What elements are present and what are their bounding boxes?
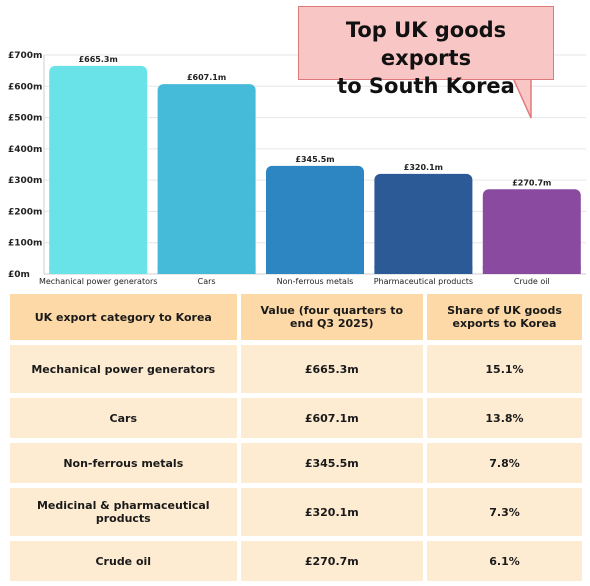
table-cell-category: Medicinal & pharmaceutical products [10, 488, 237, 536]
chart-title: Top UK goods exports to South Korea [298, 6, 554, 98]
x-tick-label: Mechanical power generators [39, 277, 158, 286]
table-cell-value: £320.1m [240, 488, 423, 536]
table-cell-category: Non-ferrous metals [10, 443, 237, 483]
bar [49, 65, 148, 274]
table-row: Non-ferrous metals £345.5m 7.8% [10, 443, 582, 483]
table-cell-value: £665.3m [240, 345, 423, 393]
x-tick-label: Non-ferrous metals [277, 277, 354, 286]
table-cell-share: 15.1% [427, 345, 582, 393]
bar-base [49, 266, 148, 274]
y-tick-label: £0m [8, 270, 30, 280]
table-row: Cars £607.1m 13.8% [10, 398, 582, 438]
table-cell-share: 6.1% [427, 541, 582, 581]
bar-value-label: £320.1m [404, 163, 443, 172]
y-tick-label: £100m [8, 239, 42, 249]
bar [482, 189, 581, 274]
bar-base [266, 266, 364, 274]
exports-table: UK export category to Korea Value (four … [6, 289, 586, 586]
chart-title-line-1: Top UK goods exports [345, 18, 507, 70]
table-cell-category: Cars [10, 398, 237, 438]
bar-base [374, 266, 473, 274]
table-header-value: Value (four quarters to end Q3 2025) [240, 294, 423, 340]
y-tick-label: £400m [8, 145, 42, 155]
bar [374, 173, 473, 274]
bar-value-label: £665.3m [79, 55, 118, 64]
y-tick-label: £300m [8, 176, 42, 186]
bar [266, 165, 364, 274]
bar-value-label: £270.7m [512, 178, 551, 187]
x-tick-label: Crude oil [514, 277, 550, 286]
table-row: Mechanical power generators £665.3m 15.1… [10, 345, 582, 393]
table-cell-share: 7.8% [427, 443, 582, 483]
y-tick-label: £200m [8, 207, 42, 217]
y-tick-label: £500m [8, 114, 42, 124]
table-cell-value: £607.1m [240, 398, 423, 438]
table-cell-category: Mechanical power generators [10, 345, 237, 393]
y-tick-label: £600m [8, 82, 42, 92]
table-row: Crude oil £270.7m 6.1% [10, 541, 582, 581]
y-tick-label: £700m [8, 51, 42, 61]
bar [157, 84, 256, 275]
table-row: Medicinal & pharmaceutical products £320… [10, 488, 582, 536]
chart-title-line-2: to South Korea [337, 74, 515, 98]
bar-base [482, 266, 581, 274]
x-tick-label: Cars [198, 277, 216, 286]
table-header-category: UK export category to Korea [10, 294, 237, 340]
table-cell-value: £270.7m [240, 541, 423, 581]
x-tick-label: Pharmaceutical products [374, 277, 473, 286]
table-cell-value: £345.5m [240, 443, 423, 483]
table-header-row: UK export category to Korea Value (four … [10, 294, 582, 340]
bar-base [157, 266, 256, 274]
bar-value-label: £607.1m [187, 73, 226, 82]
bar-value-label: £345.5m [295, 155, 334, 164]
table-cell-share: 13.8% [427, 398, 582, 438]
table-header-share: Share of UK goods exports to Korea [427, 294, 582, 340]
bar-chart: £0m £100m £200m £300m £400m £500m £600m £700m £6… [8, 51, 586, 286]
table-cell-category: Crude oil [10, 541, 237, 581]
table-cell-share: 7.3% [427, 488, 582, 536]
